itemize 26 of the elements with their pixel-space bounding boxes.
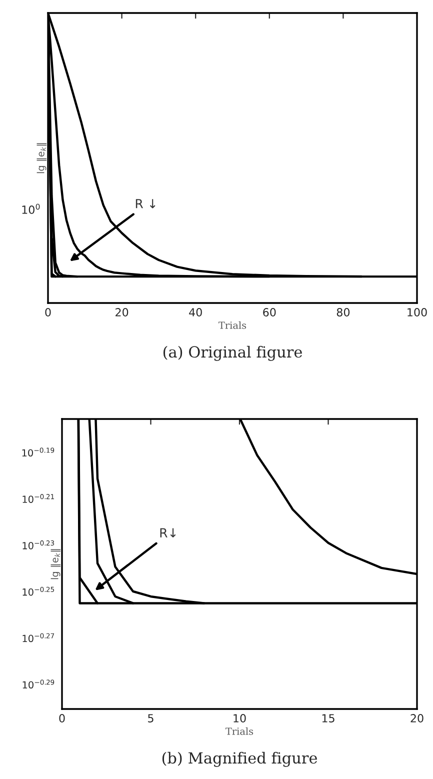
x-tick-label: 40: [189, 308, 202, 316]
x-tick-label: 0: [45, 308, 51, 316]
x-tick-label: 80: [336, 308, 350, 316]
annotation: R↓: [160, 528, 176, 538]
text: 10$^{−0.25}$: [22, 586, 54, 596]
text: 10$^{−0.19}$: [22, 448, 54, 457]
text: (a) Original figure: [163, 346, 302, 361]
text: 10$^{0}$: [22, 204, 40, 214]
x-tick-label: 60: [263, 308, 276, 316]
x-axis-title: Trials: [218, 321, 246, 329]
x-tick-label: 100: [408, 308, 427, 316]
x-tick-label: 10: [234, 714, 246, 722]
x-tick-label: 15: [322, 714, 334, 722]
x-tick-label: 0: [59, 714, 65, 722]
y-axis-title: lg ‖e$_{k}$‖: [36, 143, 47, 174]
x-tick-label: 5: [148, 714, 154, 722]
text: 10$^{−0.21}$: [22, 494, 54, 503]
x-tick-label: 20: [116, 308, 128, 316]
text: (b) Magnified figure: [162, 752, 318, 767]
text: 10$^{−0.29}$: [22, 680, 54, 689]
y-axis-title: lg ‖e$_{k}$‖: [50, 549, 61, 580]
text: 10$^{−0.23}$: [22, 540, 54, 550]
x-axis-title: Trials: [226, 727, 254, 735]
x-tick-label: 20: [410, 714, 424, 722]
annotation: R ↓: [136, 199, 156, 208]
text: 10$^{−0.27}$: [22, 633, 54, 642]
